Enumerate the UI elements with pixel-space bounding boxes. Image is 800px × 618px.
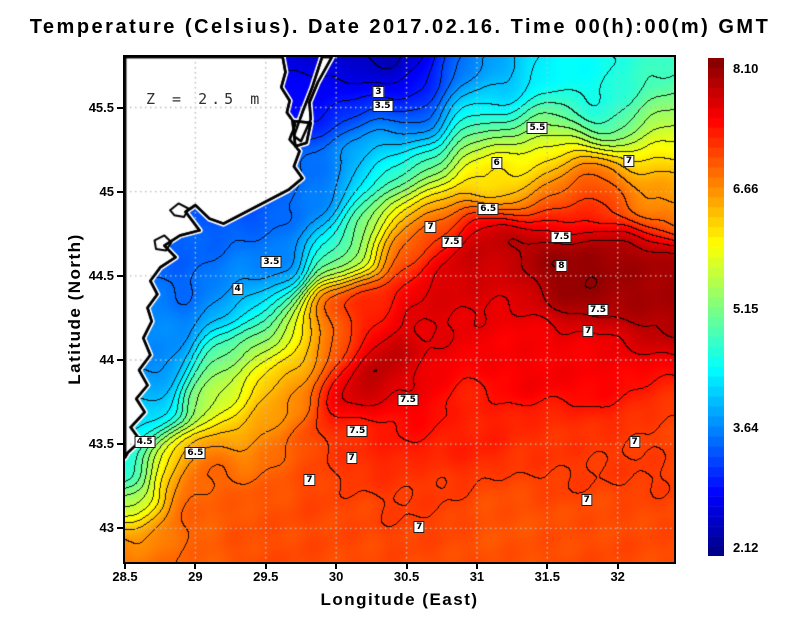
x-tick-label: 29.5	[253, 569, 279, 584]
y-tick-mark	[117, 274, 123, 277]
x-axis-label: Longitude (East)	[320, 590, 479, 609]
x-tick-mark	[124, 564, 126, 569]
colorbar-label: 6.66	[733, 180, 759, 196]
colorbar-label: 5.15	[733, 300, 759, 316]
contour-label: 7.5	[587, 303, 609, 316]
y-tick-mark	[117, 106, 123, 109]
contour-label: 6.5	[184, 446, 206, 459]
y-tick-mark	[117, 190, 123, 193]
y-tick-mark	[117, 359, 123, 361]
contour-label: 7.5	[346, 424, 368, 437]
y-tick-mark	[117, 527, 123, 530]
y-tick-label: 44	[99, 352, 114, 367]
colorbar-label: 8.10	[733, 61, 759, 76]
contour-label: 7	[303, 473, 316, 486]
contour-label: 7	[623, 155, 635, 168]
contour-label: 3.5	[372, 99, 394, 112]
y-tick-mark	[117, 443, 123, 446]
colorbar	[708, 58, 724, 556]
y-tick-label: 45	[99, 183, 114, 199]
x-tick-mark	[264, 564, 267, 569]
colorbar-label: 3.64	[733, 420, 759, 436]
contour-label: 7	[628, 436, 641, 449]
contour-label: 7	[582, 325, 594, 338]
x-tick-label: 28.5	[112, 569, 138, 584]
x-tick-label: 32	[610, 569, 625, 584]
y-tick-label: 43.5	[88, 436, 114, 452]
x-tick-label: 31.5	[534, 569, 560, 584]
contour-label: 5.5	[526, 121, 548, 134]
y-tick-label: 44.5	[88, 267, 114, 283]
x-tick-mark	[546, 564, 549, 569]
y-tick-label: 45.5	[88, 99, 114, 115]
contour-label: 4.5	[134, 436, 156, 449]
contour-label: 7	[581, 493, 593, 506]
contour-label: 6	[490, 157, 503, 170]
x-tick-label: 30.5	[393, 569, 420, 584]
contour-label: 7.5	[441, 236, 463, 249]
contour-label: 7.5	[550, 231, 572, 244]
contour-label: 7	[424, 221, 437, 234]
contour-label: 7.5	[397, 394, 419, 407]
x-tick-label: 31	[469, 569, 485, 584]
colorbar-label: 2.12	[733, 540, 759, 555]
map-plot: 3 3.5 5.5 6 7 6.5 7 7.5 7.5 8 3.5 4 7.5 7 7.5 7.5 7 4.5 6.…	[123, 55, 676, 564]
contour-label: 3.5	[260, 256, 282, 269]
x-tick-mark	[335, 564, 338, 569]
x-tick-mark	[405, 564, 408, 569]
temperature-map-canvas	[125, 57, 674, 562]
x-tick-label: 30	[328, 569, 344, 584]
y-tick-label: 43	[99, 520, 114, 536]
depth-annotation: Z = 2.5 m	[146, 90, 264, 108]
chart-title: Temperature (Celsius). Date 2017.02.16. …	[29, 16, 771, 38]
x-tick-mark	[475, 564, 478, 569]
contour-label: 7	[345, 451, 358, 464]
contour-label: 3	[372, 86, 385, 99]
contour-label: 4	[231, 283, 244, 296]
contour-label: 6.5	[477, 202, 499, 215]
x-tick-mark	[194, 564, 197, 569]
contour-label: 7	[413, 520, 425, 533]
x-tick-mark	[616, 564, 619, 569]
contour-label: 8	[555, 259, 568, 272]
x-tick-label: 29	[188, 569, 203, 584]
